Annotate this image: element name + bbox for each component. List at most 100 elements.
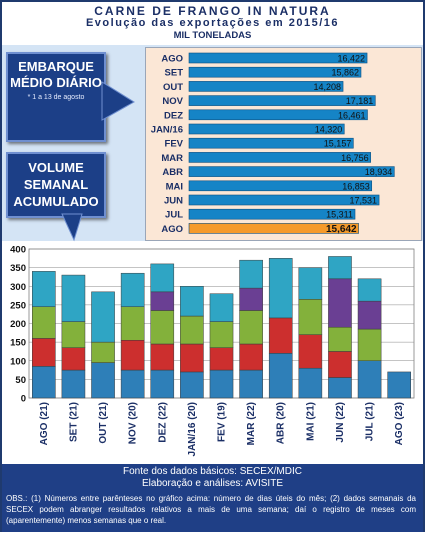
hbar — [188, 137, 354, 149]
hbar-value-label: 16,422 — [338, 54, 366, 64]
stacked-bar-segment — [91, 341, 115, 363]
hbar — [188, 109, 368, 121]
hbar-value-label: 14,320 — [315, 125, 343, 135]
stacked-bar-segment — [298, 334, 323, 369]
hbar-category-label: MAR — [161, 153, 183, 164]
chart-title: CARNE DE FRANGO IN NATURA — [94, 4, 331, 18]
daily-callout-arrow — [101, 81, 135, 121]
hbar-category-label: AGO — [161, 224, 183, 235]
x-tick-label: SET (21) — [68, 402, 79, 442]
hbar-value-label: 15,862 — [331, 68, 359, 78]
hbar-category-label: DEZ — [164, 110, 183, 121]
stacked-bar-segment — [180, 286, 204, 317]
weekly-volume-box: VOLUME SEMANAL ACUMULADO — [6, 152, 106, 218]
y-tick-label: 200 — [10, 319, 26, 330]
y-tick-label: 250 — [10, 300, 26, 311]
hbar — [188, 81, 344, 92]
x-tick-label: JUN (22) — [335, 402, 346, 443]
stacked-bar-segment — [32, 366, 56, 399]
stacked-bar-segment — [357, 278, 382, 302]
hbar — [188, 95, 376, 106]
hbar-value-label: 15,157 — [324, 139, 352, 149]
x-tick-label: NOV (20) — [128, 402, 139, 444]
unit-label: MIL TONELADAS — [173, 30, 252, 41]
hbar-category-label: ABR — [162, 167, 183, 178]
stacked-bar-segment — [239, 369, 263, 399]
stacked-bar-segment — [150, 310, 175, 345]
hbar-value-label: 17,181 — [346, 96, 374, 106]
x-tick-label: ABR (20) — [276, 402, 287, 444]
daily-average-label: EMBARQUE MÉDIO DIÁRIO — [10, 59, 102, 90]
stacked-bar-segment — [357, 360, 382, 399]
hbar — [188, 123, 345, 135]
hbar-category-label: JUL — [165, 210, 183, 221]
y-tick-label: 300 — [10, 282, 26, 293]
stacked-bar-segment — [298, 267, 323, 300]
stacked-bar-segment — [387, 371, 411, 399]
stacked-bar-segment — [180, 343, 204, 373]
source-text: Fonte dos dados básicos: SECEX/MDIC — [123, 466, 302, 477]
hbar-value-label: 17,531 — [350, 196, 378, 206]
hbar-category-label: JUN — [164, 196, 183, 207]
weekly-callout-arrow — [61, 213, 83, 242]
stacked-bar-segment — [209, 293, 234, 322]
chart-subtitle: Evolução das exportações em 2015/16 — [85, 17, 340, 29]
y-tick-label: 150 — [10, 338, 26, 349]
stacked-bar-segment — [239, 343, 263, 371]
stacked-bar-segment — [120, 306, 145, 341]
hbar-category-label: JAN/16 — [151, 125, 183, 136]
y-tick-label: 0 — [21, 394, 26, 405]
stacked-bar-segment — [268, 317, 293, 354]
y-tick-label: 350 — [10, 263, 26, 274]
stacked-bar-segment — [180, 315, 204, 345]
hbar-value-label: 15,311 — [326, 210, 353, 220]
hbar-value-label: 16,853 — [342, 181, 370, 191]
stacked-bar-segment — [357, 300, 382, 330]
stacked-bar-segment — [150, 291, 175, 311]
stacked-bar-segment — [61, 369, 86, 399]
observations-text: OBS.: (1) Números entre parênteses no gr… — [6, 494, 416, 525]
hbar — [188, 194, 380, 206]
stacked-bar-segment — [150, 369, 175, 399]
hbar-value-label: 16,756 — [341, 153, 369, 163]
hbar-value-label: 15,642 — [326, 224, 357, 235]
stacked-bar-segment — [32, 338, 56, 367]
x-tick-label: FEV (19) — [217, 402, 228, 442]
y-tick-label: 400 — [10, 245, 26, 256]
stacked-bar-segment — [32, 271, 56, 307]
stacked-bar-segment — [328, 278, 352, 328]
stacked-bar-segment — [298, 299, 323, 335]
stacked-bar-segment — [91, 362, 115, 399]
x-tick-label: OUT (21) — [98, 402, 109, 444]
stacked-bar-segment — [120, 272, 145, 307]
stacked-bar-segment — [328, 351, 352, 378]
y-tick-label: 50 — [15, 375, 26, 386]
y-tick-label: 100 — [10, 356, 26, 367]
stacked-bar-segment — [150, 263, 175, 293]
hbar — [188, 52, 368, 64]
hbar-category-label: MAI — [166, 181, 183, 192]
x-tick-label: AGO (21) — [39, 402, 50, 445]
stacked-bar-segment — [328, 377, 352, 399]
x-tick-label: MAR (22) — [246, 402, 257, 445]
x-tick-label: DEZ (22) — [157, 402, 168, 443]
stacked-bar-segment — [61, 347, 86, 371]
stacked-bar-segment — [298, 367, 323, 399]
stacked-bar-segment — [328, 326, 352, 352]
stacked-bar-segment — [150, 343, 175, 371]
stacked-bar-segment — [209, 369, 234, 399]
hbar-category-label: OUT — [163, 82, 183, 93]
hbar — [188, 152, 371, 163]
stacked-bar-segment — [357, 328, 382, 361]
stacked-bar-segment — [209, 347, 234, 371]
stacked-bar-segment — [32, 306, 56, 339]
hbar — [188, 66, 362, 78]
hbar-value-label: 16,461 — [338, 110, 366, 120]
stacked-bar-segment — [209, 321, 234, 348]
stacked-bar-segment — [120, 340, 145, 371]
hbar — [188, 180, 373, 192]
